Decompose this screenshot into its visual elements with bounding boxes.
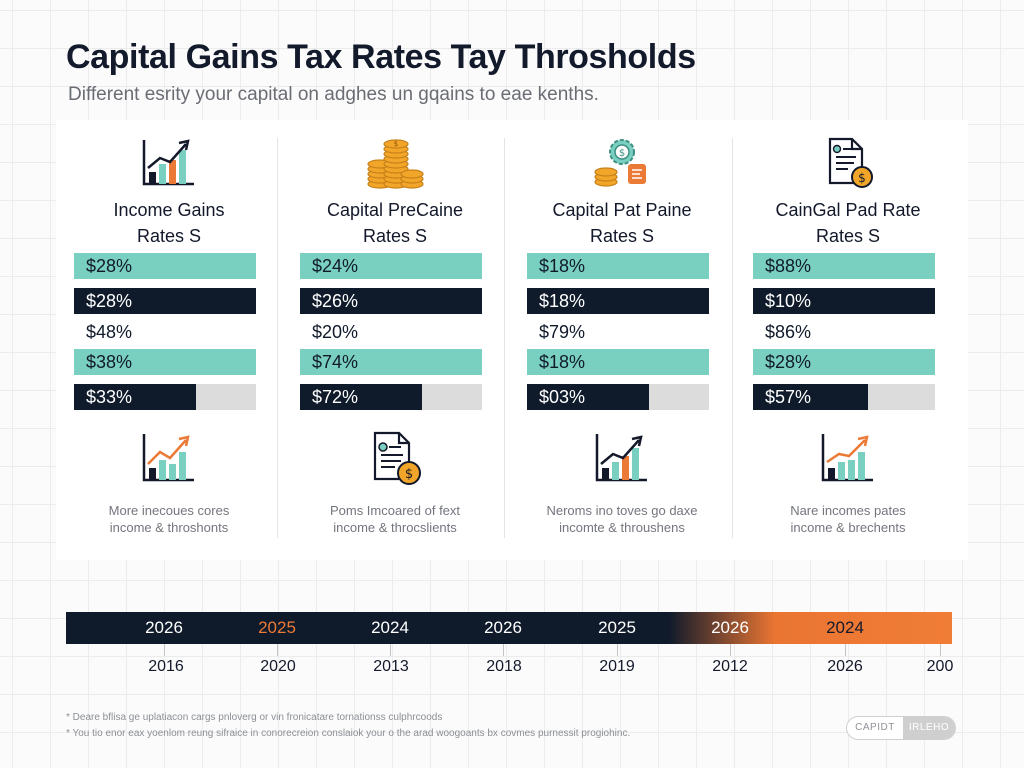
rate-row: $74% (300, 349, 482, 375)
rate-row: $79% (539, 322, 586, 342)
rate-row: $28% (753, 349, 935, 375)
timeline-tick (617, 644, 618, 656)
footnote: * You tio enor eax yoenlom reung sifraic… (66, 728, 631, 739)
badge-right-label: IRLEHO (903, 717, 955, 739)
column-divider (504, 138, 505, 538)
column-footer: Nare incomes pates income & brechents (790, 503, 906, 535)
bar-chart-growth-icon (527, 428, 717, 488)
column-title: Capital PreCaine Rates S (326, 200, 464, 246)
timeline-axis-label: 200 (926, 658, 954, 675)
rate-row: $28% (74, 253, 256, 279)
tax-document-coin-icon: $ (300, 428, 490, 488)
rate-row: $18% (527, 253, 709, 279)
rate-row: $38% (74, 349, 256, 375)
timeline-tick (940, 644, 941, 656)
rate-row: $10% (753, 288, 935, 314)
timeline-tick (503, 644, 504, 656)
timeline-axis-label: 2013 (373, 658, 409, 675)
rate-column-caingal-pad-rate: $ CainGal Pad Rate Rates S $88% $10% $86… (753, 128, 943, 548)
timeline-tick (277, 644, 278, 656)
rate-column-income-gains: Income Gains Rates S $28% $28% $48% $38%… (74, 128, 264, 548)
rate-row: $48% (86, 322, 133, 342)
rate-row: $26% (300, 288, 482, 314)
rate-row: $18% (527, 288, 709, 314)
column-divider (732, 138, 733, 538)
timeline-tick (845, 644, 846, 656)
timeline-year-label: 2026 (711, 618, 749, 637)
tax-document-coin-icon: $ (753, 134, 943, 192)
timeline-bar (66, 612, 952, 644)
timeline-year-label: 2026 (145, 618, 183, 637)
rates-panel (56, 120, 968, 560)
timeline-axis-label: 2016 (148, 658, 184, 675)
timeline-year-label: 2026 (484, 618, 522, 637)
svg-text:$: $ (405, 467, 413, 482)
page-subtitle: Different esrity your capital on adghes … (68, 84, 599, 105)
timeline-tick (730, 644, 731, 656)
timeline-axis-label: 2018 (486, 658, 522, 675)
column-title: Income Gains Rates S (113, 200, 225, 246)
rate-column-capital-pat-paine: $ Capital Pat Paine Rates S $18% $18% $7… (527, 128, 717, 548)
footnote: * Deare bflisa ge uplatiacon cargs pnlov… (66, 712, 443, 723)
svg-text:$: $ (394, 140, 398, 148)
rate-row: $24% (300, 253, 482, 279)
column-divider (277, 138, 278, 538)
column-footer: More inecoues cores income & throshonts (108, 503, 230, 535)
bar-chart-growth-icon (753, 428, 943, 488)
timeline-year-label: 2024 (371, 618, 409, 637)
timeline-tick (164, 644, 165, 656)
timeline-axis-label: 2020 (260, 658, 296, 675)
badge-left-label: CAPIDT (855, 722, 895, 733)
timeline-year-label: 2024 (826, 618, 864, 637)
brand-badge[interactable]: CAPIDT IRLEHO (846, 716, 956, 740)
column-title: Capital Pat Paine Rates S (552, 200, 692, 246)
rate-row: $18% (527, 349, 709, 375)
rate-row: $28% (74, 288, 256, 314)
rate-row: $88% (753, 253, 935, 279)
timeline-year-label: 2025 (598, 618, 636, 637)
rate-column-capital-precaine: $ Capital PreCaine Rates S $24% $26% $20… (300, 128, 490, 548)
bar-chart-growth-icon (74, 134, 264, 192)
svg-text:$: $ (858, 171, 866, 185)
column-footer: Neroms ino toves go daxe incomte & throu… (546, 503, 698, 535)
svg-text:$: $ (619, 148, 625, 159)
timeline-tick (390, 644, 391, 656)
timeline-axis-label: 2019 (599, 658, 635, 675)
coins-gear-icon: $ (527, 134, 717, 192)
rate-row: $86% (765, 322, 812, 342)
coin-stacks-icon: $ (300, 134, 490, 192)
page-title: Capital Gains Tax Rates Tay Throsholds (66, 38, 696, 76)
rate-row-progress: $72% (300, 384, 482, 410)
column-title: CainGal Pad Rate Rates S (775, 200, 921, 246)
timeline-year-label: 2025 (258, 618, 296, 637)
rate-row: $20% (312, 322, 359, 342)
rate-row-progress: $57% (753, 384, 935, 410)
rate-row-progress: $33% (74, 384, 256, 410)
bar-chart-growth-icon (74, 428, 264, 488)
column-footer: Poms Imcoared of fext income & throcslie… (329, 503, 461, 535)
timeline-axis-label: 2026 (827, 658, 863, 675)
timeline-axis-label: 2012 (712, 658, 748, 675)
rate-row-progress: $03% (527, 384, 709, 410)
